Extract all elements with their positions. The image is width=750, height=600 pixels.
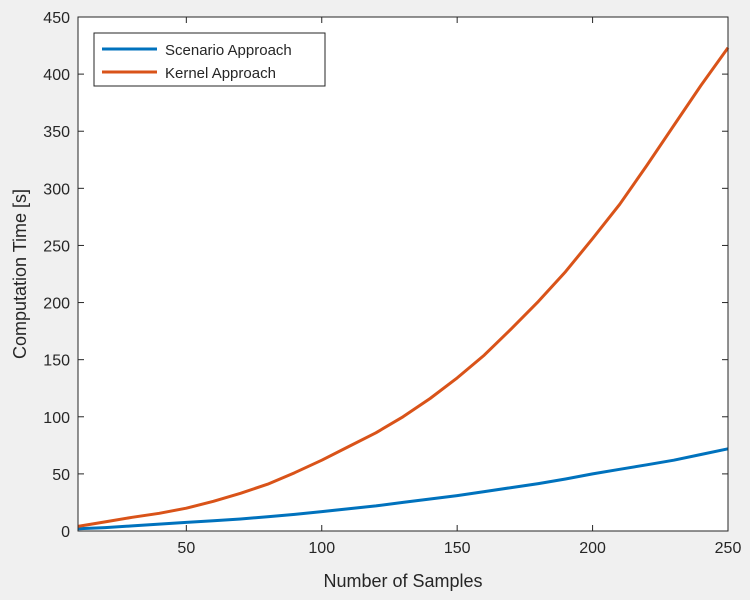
series-line-kernel xyxy=(77,46,730,528)
y-tick-label: 50 xyxy=(52,467,70,484)
series-line-scenario xyxy=(77,447,729,531)
legend-label-kernel: Kernel Approach xyxy=(165,65,276,82)
plot-area xyxy=(78,17,728,531)
legend: Scenario Approach Kernel Approach xyxy=(93,32,326,87)
legend-label-scenario: Scenario Approach xyxy=(165,42,292,59)
y-tick-label: 100 xyxy=(43,410,70,427)
y-tick-label: 250 xyxy=(43,238,70,255)
y-tick-label: 400 xyxy=(43,67,70,84)
plot-frame xyxy=(77,16,729,532)
y-tick-label: 300 xyxy=(43,181,70,198)
series-layer xyxy=(77,46,730,531)
y-tick-label: 150 xyxy=(43,353,70,370)
y-axis: 0 50 100 150 200 250 300 350 400 450 xyxy=(43,10,728,541)
x-tick-label: 100 xyxy=(308,540,335,557)
y-tick-label: 0 xyxy=(61,524,70,541)
y-tick-label: 350 xyxy=(43,124,70,141)
x-axis-label: Number of Samples xyxy=(323,571,482,591)
x-tick-label: 50 xyxy=(177,540,195,557)
y-axis-label: Computation Time [s] xyxy=(10,189,30,359)
x-tick-label: 150 xyxy=(444,540,471,557)
x-axis: 50 100 150 200 250 xyxy=(177,17,741,557)
y-tick-label: 450 xyxy=(43,10,70,27)
x-tick-label: 200 xyxy=(579,540,606,557)
x-tick-label: 250 xyxy=(715,540,742,557)
y-tick-label: 200 xyxy=(43,296,70,313)
legend-box xyxy=(93,32,326,87)
